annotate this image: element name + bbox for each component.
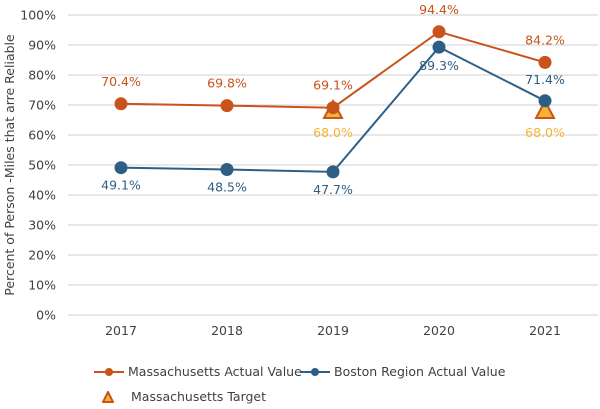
series-line xyxy=(120,30,546,109)
y-tick-label: 60% xyxy=(28,128,56,143)
y-axis-label: Percent of Person -Miles that arre Relia… xyxy=(2,34,17,296)
data-label: 49.1% xyxy=(101,178,141,193)
y-tick-label: 80% xyxy=(28,68,56,83)
data-point xyxy=(538,55,552,69)
data-label: 68.0% xyxy=(313,125,353,140)
y-tick-label: 0% xyxy=(36,308,56,323)
x-tick-label: 2019 xyxy=(317,323,349,338)
y-tick-label: 30% xyxy=(28,218,56,233)
data-point xyxy=(432,40,446,54)
data-label: 71.4% xyxy=(525,72,565,87)
legend-orange-line-icon xyxy=(94,367,124,376)
x-tick-label: 2020 xyxy=(423,323,455,338)
data-label: 68.0% xyxy=(525,125,565,140)
data-label: 47.7% xyxy=(313,182,353,197)
x-tick-label: 2018 xyxy=(211,323,243,338)
data-point xyxy=(220,163,234,176)
y-tick-label: 20% xyxy=(28,248,56,263)
legend-item-boston-actual: Boston Region Actual Value xyxy=(300,364,505,379)
data-point xyxy=(326,101,340,115)
x-tick-label: 2017 xyxy=(105,323,137,338)
x-tick-label: 2021 xyxy=(529,323,561,338)
data-label: 48.5% xyxy=(207,180,247,195)
legend-blue-line-icon xyxy=(300,367,330,376)
legend-label: Boston Region Actual Value xyxy=(334,364,506,379)
y-tick-label: 90% xyxy=(28,38,56,53)
legend-triangle-icon xyxy=(102,390,114,403)
y-tick-label: 100% xyxy=(20,8,56,23)
data-point xyxy=(538,94,552,108)
legend-label: Massachusetts Actual Value xyxy=(128,364,302,379)
data-label: 70.4% xyxy=(101,74,141,89)
data-label: 69.1% xyxy=(313,78,353,93)
legend-item-massachusetts-actual: Massachusetts Actual Value xyxy=(94,364,302,379)
data-label: 69.8% xyxy=(207,76,247,91)
target-marker xyxy=(534,98,556,119)
data-point xyxy=(114,97,128,111)
legend-label: Massachusetts Target xyxy=(131,389,267,404)
y-tick-label: 50% xyxy=(28,158,56,173)
data-label: 89.3% xyxy=(419,58,459,73)
legend-item-massachusetts-target: Massachusetts Target xyxy=(102,389,266,404)
y-tick-label: 40% xyxy=(28,188,56,203)
data-point xyxy=(220,99,234,113)
y-tick-label: 10% xyxy=(28,278,56,293)
y-tick-label: 70% xyxy=(28,98,56,113)
data-label: 84.2% xyxy=(525,32,565,47)
data-point xyxy=(432,25,446,39)
data-point xyxy=(326,165,340,179)
data-point xyxy=(114,161,128,175)
data-label: 94.4% xyxy=(419,2,459,17)
